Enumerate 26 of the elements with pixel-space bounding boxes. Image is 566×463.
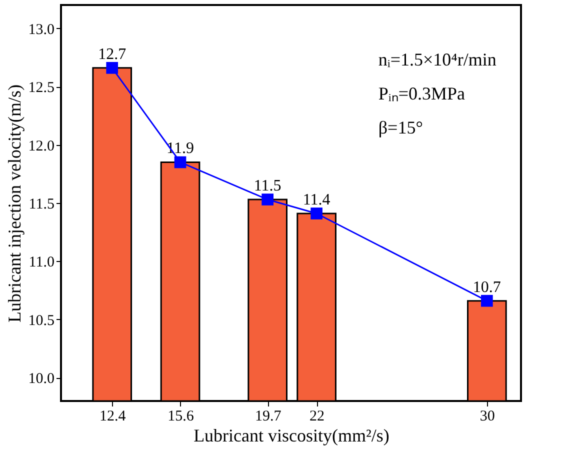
- x-tick-label: 15.6: [168, 408, 194, 424]
- y-tick-label: 11.5: [28, 196, 54, 212]
- y-tick-label: 12.5: [28, 80, 54, 96]
- point: [106, 62, 118, 74]
- y-tick-label: 11.0: [28, 254, 54, 271]
- annotation: nᵢ=1.5×10⁴r/min: [378, 49, 496, 70]
- x-tick-label: 22: [310, 408, 325, 424]
- y-tick-label: 13.0: [28, 22, 54, 38]
- point: [174, 156, 186, 168]
- y-tick-label: 10.5: [28, 312, 54, 329]
- x-tick-label: 12.4: [99, 408, 126, 424]
- annotation: β=15°: [378, 117, 423, 138]
- data-label: 10.7: [472, 278, 501, 296]
- point: [481, 294, 493, 307]
- y-axis-title: Lubricant injection velocity(m/s): [4, 84, 24, 322]
- annotation: Pᵢₙ=0.3MPa: [378, 83, 466, 104]
- y-tick-label: 10.0: [28, 371, 54, 388]
- x-tick-label: 19.7: [254, 408, 282, 424]
- data-label: 11.4: [302, 191, 330, 208]
- data-label: 12.7: [98, 46, 126, 63]
- point: [262, 194, 274, 206]
- data-label: 11.5: [254, 178, 282, 195]
- x-tick-label: 30: [480, 408, 495, 424]
- point: [310, 208, 322, 220]
- x-axis-title: Lubricant viscosity(mm²/s): [194, 426, 390, 446]
- y-tick-label: 12.0: [28, 138, 54, 154]
